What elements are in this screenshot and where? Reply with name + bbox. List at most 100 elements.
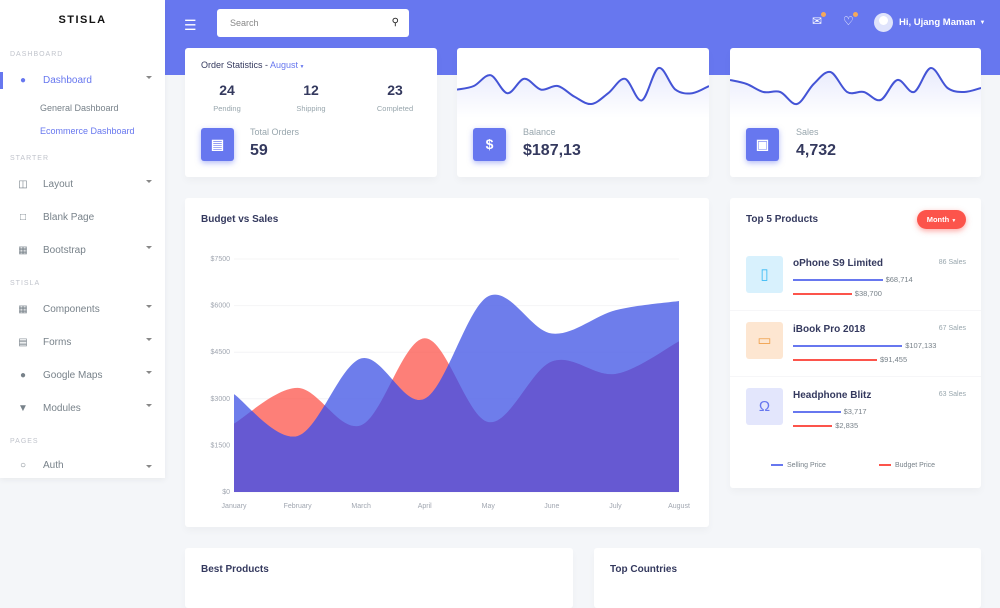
product-sales: 67 Sales <box>938 325 966 332</box>
y-tick-label: $7500 <box>211 256 231 263</box>
total-orders-value: 59 <box>250 142 268 159</box>
sales-value: 4,732 <box>796 142 837 159</box>
divider <box>730 376 981 377</box>
chevron-down-icon: ▼ <box>979 19 986 26</box>
sidebar-subitem-ecommerce-dashboard[interactable]: Ecommerce Dashboard <box>40 126 135 136</box>
chevron-down-icon <box>146 465 152 468</box>
filter-label: Month <box>926 215 950 224</box>
menu-header-starter: STARTER <box>10 155 50 162</box>
sidebar-item-label: Auth <box>43 460 64 471</box>
shopping-bag-icon: ▣ <box>746 128 779 161</box>
x-tick-label: August <box>668 503 690 510</box>
x-tick-label: March <box>351 503 371 510</box>
x-tick-label: January <box>222 503 247 510</box>
product-name: oPhone S9 Limited <box>793 258 884 269</box>
laptop-icon: ▭ <box>746 322 783 359</box>
sidebar-item-modules[interactable]: ▼ Modules <box>0 392 165 425</box>
chevron-down-icon <box>146 180 152 183</box>
sidebar-item-label: Bootstrap <box>43 245 86 256</box>
dollar-icon: $ <box>473 128 506 161</box>
stat-label: Shipping <box>296 104 326 113</box>
legend-swatch <box>879 464 891 467</box>
th-large-icon: ▦ <box>18 304 28 315</box>
selling-price-value: $107,133 <box>905 341 937 350</box>
sidebar-item-auth[interactable]: ○ Auth <box>0 451 165 471</box>
sidebar-item-bootstrap[interactable]: ▦ Bootstrap <box>0 234 165 267</box>
menu-toggle-icon[interactable]: ☰ <box>184 17 197 33</box>
sidebar-item-label: Components <box>43 304 100 315</box>
product-sales: 86 Sales <box>938 259 966 266</box>
user-menu[interactable]: Hi, Ujang Maman ▼ <box>874 13 986 32</box>
sparkline-line <box>457 67 709 106</box>
selling-price-bar <box>793 279 883 281</box>
notification-dot <box>821 12 827 17</box>
sidebar-item-label: Forms <box>43 337 72 348</box>
legend-selling-price: Selling Price <box>771 462 826 469</box>
square-icon: □ <box>19 212 27 223</box>
month-dropdown[interactable]: August <box>270 60 299 70</box>
sidebar-item-label: Dashboard <box>43 75 92 86</box>
menu-header-pages: PAGES <box>10 438 39 445</box>
order-statistics-card: Order Statistics - August ▼ 24 Pending 12… <box>185 48 437 177</box>
sidebar-item-forms[interactable]: ▤ Forms <box>0 326 165 359</box>
bell-icon[interactable]: ♡ <box>843 12 858 28</box>
envelope-icon[interactable]: ✉ <box>812 12 827 28</box>
chevron-down-icon <box>146 338 152 341</box>
grid-icon: ▦ <box>18 245 28 256</box>
x-tick-label: July <box>609 503 622 510</box>
sparkline-area <box>457 67 709 118</box>
top-products-card: Top 5 Products Month ▼ ▯ oPhone S9 Limit… <box>730 198 981 488</box>
sidebar-item-layout[interactable]: ◫ Layout <box>0 168 165 201</box>
legend-label: Budget Price <box>895 462 936 469</box>
search-placeholder: Search <box>230 18 259 28</box>
top-countries-card: Top Countries <box>594 548 981 608</box>
card-title: Budget vs Sales <box>201 214 279 225</box>
budget-vs-sales-card: Budget vs Sales $0 $1500 $3000 $4500 $6000 $7… <box>185 198 709 527</box>
headphones-icon: Ω <box>746 388 783 425</box>
budget-vs-sales-chart: $0 $1500 $3000 $4500 $6000 $7500 January Februa… <box>211 256 690 510</box>
fire-icon: ● <box>19 75 27 86</box>
map-marker-icon: ● <box>19 370 27 381</box>
sales-card: ▣ Sales 4,732 <box>730 48 981 177</box>
budget-price-value: $2,835 <box>835 421 859 430</box>
menu-header-dashboard: DASHBOARD <box>10 51 64 58</box>
y-tick-label: $4500 <box>211 349 231 356</box>
selling-price-bar <box>793 345 903 347</box>
chevron-down-icon <box>146 404 152 407</box>
product-name: iBook Pro 2018 <box>793 324 866 335</box>
stat-label: Completed <box>376 104 414 113</box>
card-title: Top 5 Products <box>746 214 819 225</box>
stat-value: 12 <box>303 82 319 98</box>
chevron-down-icon: ▼ <box>298 64 305 70</box>
sales-sparkline <box>730 67 981 118</box>
selling-price-value: $3,717 <box>843 407 867 416</box>
x-tick-label: February <box>284 503 313 510</box>
chevron-down-icon: ▼ <box>951 218 957 224</box>
sidebar-item-components[interactable]: ▦ Components <box>0 293 165 326</box>
x-tick-label: May <box>482 503 496 510</box>
legend-label: Selling Price <box>787 462 826 469</box>
budget-price-value: $91,455 <box>880 355 908 364</box>
sidebar-item-blank-page[interactable]: □ Blank Page <box>0 201 165 234</box>
brand-logo[interactable]: STISLA <box>58 14 107 26</box>
stat-shipping: 12 Shipping <box>276 82 346 116</box>
file-icon: ▤ <box>18 337 28 348</box>
chevron-down-icon <box>146 246 152 249</box>
best-products-card: Best Products <box>185 548 573 608</box>
chevron-down-icon <box>146 371 152 374</box>
stat-value: 23 <box>387 82 403 98</box>
search-icon[interactable]: ⚲ <box>391 17 399 28</box>
stat-value: 24 <box>219 82 235 98</box>
balance-sparkline <box>457 67 709 118</box>
sidebar-item-label: Modules <box>43 403 81 414</box>
search-input[interactable]: Search ⚲ <box>217 9 409 37</box>
sidebar-subitem-general-dashboard[interactable]: General Dashboard <box>40 103 119 113</box>
sidebar-item-label: Google Maps <box>43 370 103 381</box>
product-sales: 63 Sales <box>938 391 966 398</box>
divider <box>730 310 981 311</box>
sidebar-item-dashboard[interactable]: ● Dashboard <box>0 64 165 97</box>
sidebar-item-google-maps[interactable]: ● Google Maps <box>0 359 165 392</box>
mobile-icon: ▯ <box>746 256 783 293</box>
month-filter-button[interactable]: Month ▼ <box>917 210 966 229</box>
sidebar: STISLA DASHBOARD ● Dashboard General Dash… <box>0 0 165 478</box>
